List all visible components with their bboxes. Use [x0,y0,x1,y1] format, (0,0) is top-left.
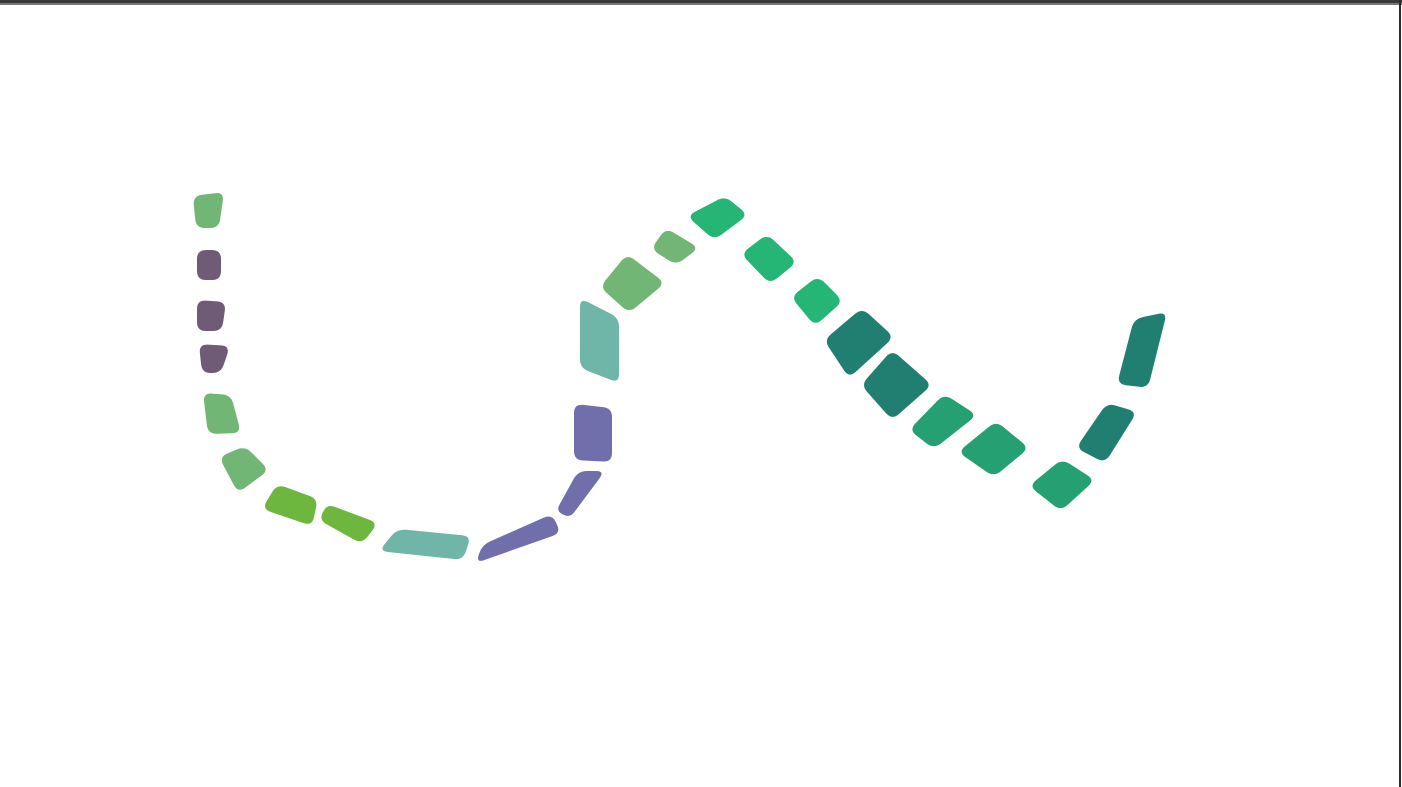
wave-segment-23 [1032,461,1092,509]
wave-segment-11 [558,471,602,516]
wave-segment-22 [961,423,1026,475]
wave-segment-7 [264,486,317,524]
window-right-border [1399,0,1401,787]
wave-segment-18 [794,278,840,323]
wave-segment-14 [603,257,662,311]
wave-segment-12 [574,404,612,462]
wave-segment-20 [864,353,929,417]
wave-segment-21 [912,396,974,447]
wave-segment-6 [221,448,266,490]
wave-segment-10 [478,516,559,561]
wave-segment-17 [744,236,794,281]
wave-segment-16 [690,198,745,238]
wave-segment-2 [197,250,221,280]
wave-segment-13 [580,300,619,381]
wave-segment-19 [826,310,891,375]
wave-segment-15 [654,230,696,263]
wave-segment-24 [1079,404,1134,461]
window-top-border [0,0,1402,5]
window-top-border-highlight [0,3,1402,5]
wave-segment-5 [203,393,240,434]
wave-segment-9 [382,529,469,560]
wave-segments [193,193,1166,561]
wave-segment-25 [1118,313,1166,387]
wave-segment-3 [197,300,225,331]
wave-segment-4 [199,344,228,373]
wave-segment-1 [193,193,223,228]
wave-segment-8 [321,506,375,542]
